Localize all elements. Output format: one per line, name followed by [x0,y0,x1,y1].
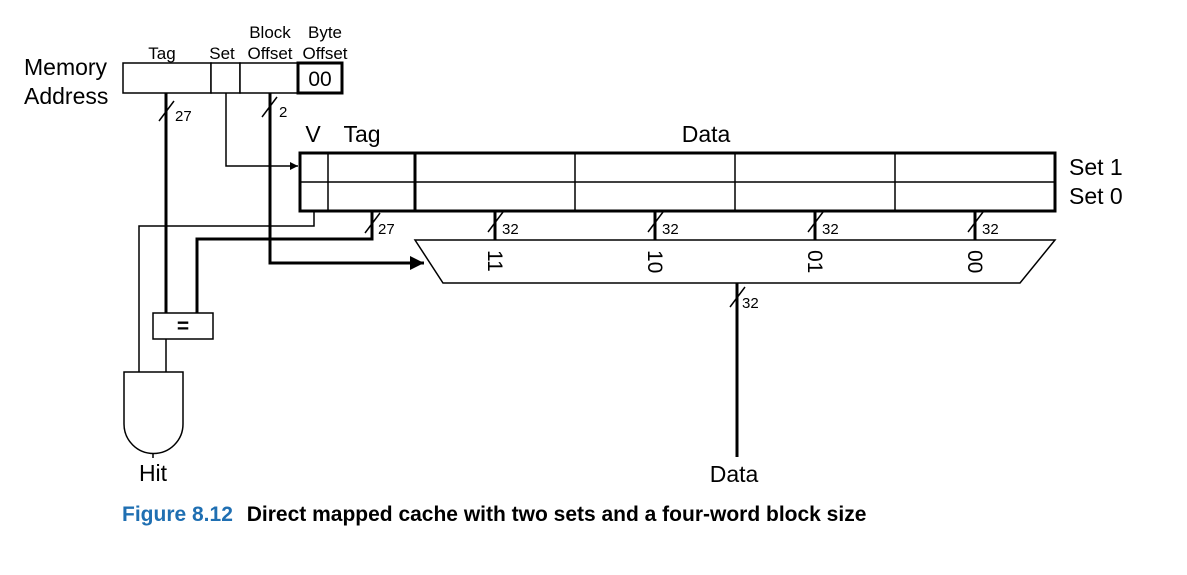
address-field-tag-label: Tag [148,44,175,63]
cache-set-label-1: Set 1 [1069,154,1123,180]
block-offset-bus-slash [261,96,278,118]
address-field-block-offset-label-line1: Block [249,23,291,42]
cache-header-valid: V [305,121,321,147]
address-tag-bus-width: 27 [175,108,192,125]
cache-array [298,151,1057,213]
cache-header-tag: Tag [343,121,380,147]
cache-tag-bus [195,211,374,313]
set-index-line [225,93,298,170]
byte-offset-value: 00 [308,68,331,91]
cache-tag-bus-width: 27 [378,221,395,238]
address-field-set-label: Set [209,44,235,63]
data-word-bus-11-slash [487,211,504,233]
figure-caption-number: Figure 8.12 [122,503,233,526]
data-word-bus-01-slash [807,211,824,233]
block-offset-bus [268,93,424,270]
hit-and-gate [123,371,184,455]
data-word-buses [487,211,984,240]
data-word-bus-01-width: 32 [822,221,839,238]
mux-input-label-00: 00 [963,250,986,273]
address-field-byte-offset-label-line1: Byte [308,23,342,42]
word-multiplexer [413,239,1057,284]
figure-caption: Figure 8.12 Direct mapped cache with two… [122,503,866,526]
data-word-bus-00-width: 32 [982,221,999,238]
tag-comparator [152,312,214,340]
cache-header-data: Data [682,121,731,147]
data-output-label: Data [710,461,759,487]
memory-address-label-line2: Address [24,83,108,109]
data-word-bus-10-width: 32 [662,221,679,238]
mux-input-label-01: 01 [803,250,826,273]
address-field-byte-offset-label-line2: Offset [302,44,347,63]
tag-comparator-symbol: = [177,315,189,338]
address-byte-offset-field [296,61,344,95]
block-offset-bus-width: 2 [279,104,287,121]
address-field-block-offset-label-line2: Offset [247,44,292,63]
address-tag-bus-slash [158,100,175,122]
valid-bit-line [138,211,315,372]
data-word-bus-11-width: 32 [502,221,519,238]
address-tag-field [122,62,212,94]
data-output-bus-width: 32 [742,295,759,312]
data-word-bus-10-slash [647,211,664,233]
figure-caption-text: Direct mapped cache with two sets and a … [247,503,867,526]
data-word-bus-00-slash [967,211,984,233]
hit-output-label: Hit [139,460,168,486]
address-register [122,61,344,95]
mux-input-label-11: 11 [483,250,506,272]
data-output-bus-slash [729,286,746,308]
mux-input-label-10: 10 [643,250,666,273]
cache-set-label-0: Set 0 [1069,183,1123,209]
address-block-offset-field [239,62,299,94]
cache-tag-bus-slash [364,212,381,234]
memory-address-label-line1: Memory [24,54,108,80]
address-set-field [210,62,241,94]
